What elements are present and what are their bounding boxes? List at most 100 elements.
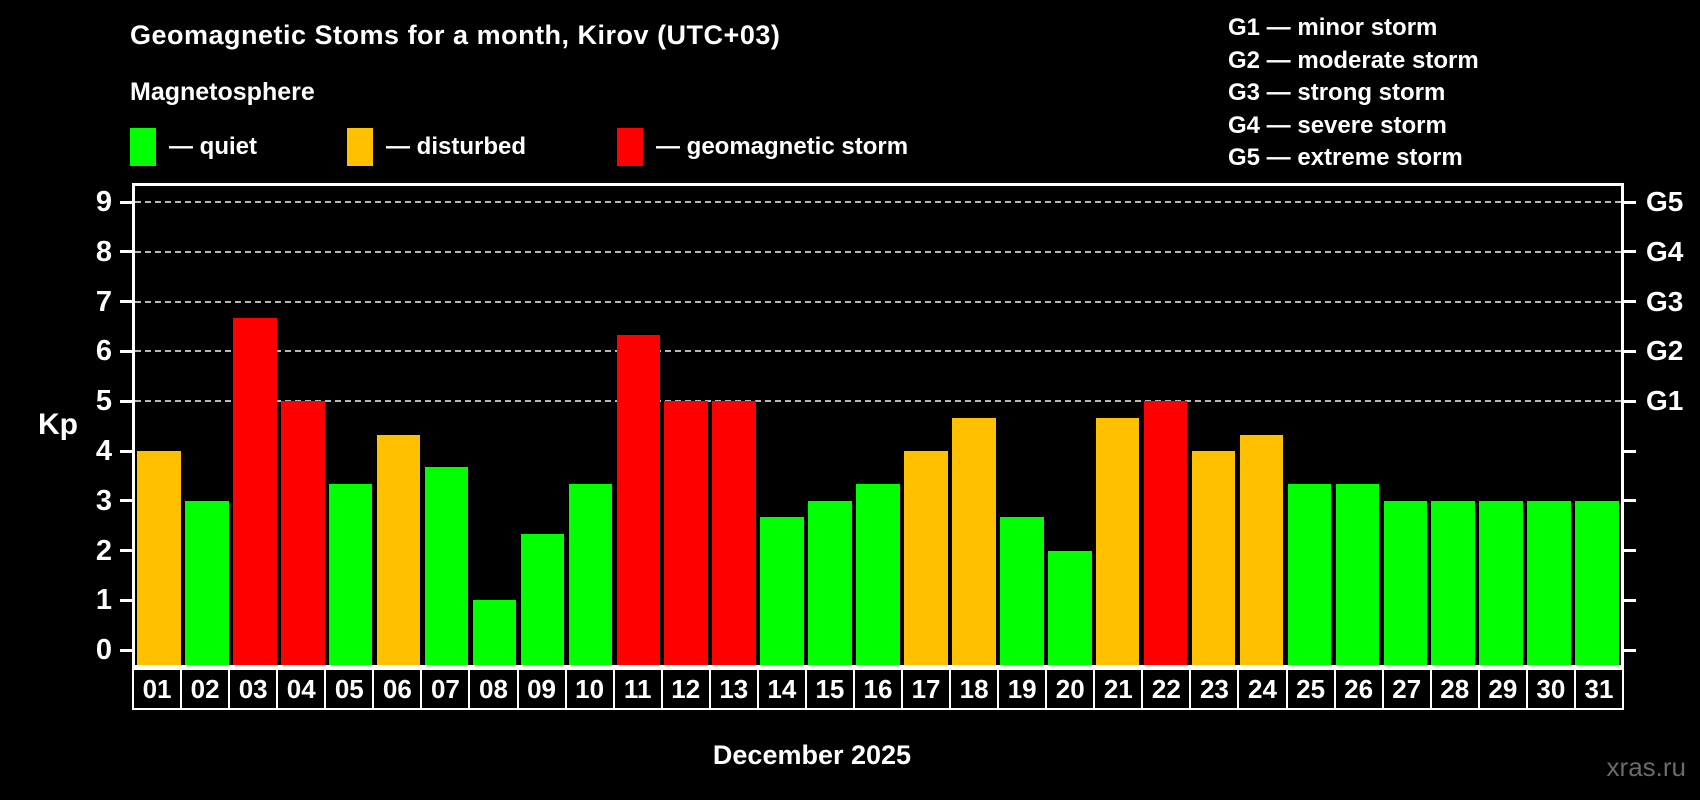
kp-bar-day-11 xyxy=(616,334,661,665)
day-box-29: 29 xyxy=(1477,668,1528,710)
left-tick-9 xyxy=(120,200,132,204)
day-box-15: 15 xyxy=(804,668,855,710)
right-tick-7 xyxy=(1624,300,1636,304)
legend-label-storm: — geomagnetic storm xyxy=(656,133,909,160)
left-tick-6 xyxy=(120,349,132,353)
day-box-14: 14 xyxy=(756,668,807,710)
kp-bar-day-17 xyxy=(904,451,948,665)
kp-bar-day-13 xyxy=(712,401,756,665)
day-box-26: 26 xyxy=(1333,668,1384,710)
legend-item-disturbed: — disturbed xyxy=(347,127,526,167)
day-box-19: 19 xyxy=(997,668,1048,710)
kp-bar-day-28 xyxy=(1431,500,1475,665)
kp-bar-day-26 xyxy=(1335,484,1380,665)
day-box-01: 01 xyxy=(132,668,183,710)
day-box-31: 31 xyxy=(1573,668,1624,710)
kp-bar-day-30 xyxy=(1527,500,1571,665)
g5-legend-line: G5 — extreme storm xyxy=(1228,144,1463,171)
kp-bar-day-16 xyxy=(856,484,900,665)
legend-item-storm: — geomagnetic storm xyxy=(617,127,908,167)
day-box-09: 09 xyxy=(516,668,567,710)
g2-legend-line: G2 — moderate storm xyxy=(1228,46,1479,74)
day-box-27: 27 xyxy=(1381,668,1432,710)
y-axis-label-0: 0 xyxy=(95,634,112,667)
plot-area xyxy=(132,183,1624,668)
right-tick-1 xyxy=(1624,598,1636,602)
kp-bar-day-22 xyxy=(1143,401,1188,665)
kp-bar-day-03 xyxy=(233,318,277,665)
kp-bar-day-05 xyxy=(328,484,373,665)
right-tick-0 xyxy=(1624,648,1636,652)
kp-bar-day-06 xyxy=(376,434,421,665)
kp-bar-day-14 xyxy=(760,517,804,665)
right-tick-9 xyxy=(1624,200,1636,204)
right-tick-4 xyxy=(1624,449,1636,453)
kp-bar-day-09 xyxy=(520,534,565,665)
disturbed-color-swatch xyxy=(347,128,373,166)
kp-bar-day-08 xyxy=(472,600,517,665)
y-axis-label-7: 7 xyxy=(95,285,112,318)
g1-legend-line: G1 — minor storm xyxy=(1228,14,1438,41)
day-box-07: 07 xyxy=(420,668,471,710)
day-box-30: 30 xyxy=(1525,668,1576,710)
kp-bar-day-18 xyxy=(952,417,996,665)
left-tick-1 xyxy=(120,598,132,602)
day-box-23: 23 xyxy=(1189,668,1240,710)
day-box-28: 28 xyxy=(1429,668,1480,710)
kp-bar-day-10 xyxy=(568,484,613,665)
right-tick-6 xyxy=(1624,349,1636,353)
kp-bar-day-21 xyxy=(1095,417,1140,665)
day-box-16: 16 xyxy=(852,668,904,710)
day-box-18: 18 xyxy=(949,668,1000,710)
kp-bar-day-02 xyxy=(185,500,229,665)
kp-bar-day-20 xyxy=(1047,550,1092,665)
right-tick-5 xyxy=(1624,399,1636,403)
day-box-06: 06 xyxy=(372,668,423,710)
y-axis-label-6: 6 xyxy=(95,335,112,368)
kp-bar-day-15 xyxy=(808,500,852,665)
legend-label-quiet: — quiet xyxy=(169,133,257,160)
gridline-kp7 xyxy=(135,300,1621,303)
day-box-22: 22 xyxy=(1141,668,1192,710)
day-box-21: 21 xyxy=(1093,668,1144,710)
g4-legend-line: G4 — severe storm xyxy=(1228,111,1447,139)
y-axis-label-1: 1 xyxy=(95,584,112,617)
y-axis-label-3: 3 xyxy=(95,484,112,517)
y-axis-label-5: 5 xyxy=(95,385,112,418)
y-axis-label-8: 8 xyxy=(95,235,112,268)
left-tick-0 xyxy=(120,648,132,652)
kp-bar-day-31 xyxy=(1575,500,1619,665)
storm-color-swatch xyxy=(617,128,643,166)
kp-bar-day-29 xyxy=(1479,500,1523,665)
right-tick-8 xyxy=(1624,250,1636,254)
quiet-color-swatch xyxy=(130,128,156,166)
right-axis-label-G4: G4 xyxy=(1646,235,1684,267)
legend-label-disturbed: — disturbed xyxy=(386,133,527,160)
y-axis-label-4: 4 xyxy=(95,435,112,467)
chart-subtitle: Magnetosphere xyxy=(130,78,315,106)
gridline-kp8 xyxy=(135,250,1621,253)
y-axis-title: Kp xyxy=(38,408,78,441)
day-box-03: 03 xyxy=(228,668,279,710)
left-tick-3 xyxy=(120,499,132,503)
day-box-11: 11 xyxy=(612,668,663,710)
day-box-10: 10 xyxy=(564,668,615,710)
day-box-24: 24 xyxy=(1237,668,1288,710)
y-axis-label-9: 9 xyxy=(95,186,112,218)
kp-bar-day-24 xyxy=(1239,434,1284,665)
left-tick-4 xyxy=(120,449,132,453)
left-tick-8 xyxy=(120,250,132,254)
kp-bar-day-04 xyxy=(281,401,325,665)
gridline-kp5 xyxy=(135,400,1621,403)
day-box-20: 20 xyxy=(1045,668,1096,710)
day-box-17: 17 xyxy=(901,668,952,710)
x-axis-day-boxes: 01 02 03 04 05 06 07 08 09 10 11 12 13 14 15 16 17 18 19 20… xyxy=(132,668,1624,710)
kp-bar-day-07 xyxy=(424,467,469,665)
left-tick-2 xyxy=(120,549,132,553)
day-box-25: 25 xyxy=(1285,668,1336,710)
right-axis-label-G2: G2 xyxy=(1646,335,1684,367)
watermark: xras.ru xyxy=(1606,752,1686,782)
day-box-05: 05 xyxy=(324,668,375,710)
day-box-04: 04 xyxy=(276,668,327,710)
